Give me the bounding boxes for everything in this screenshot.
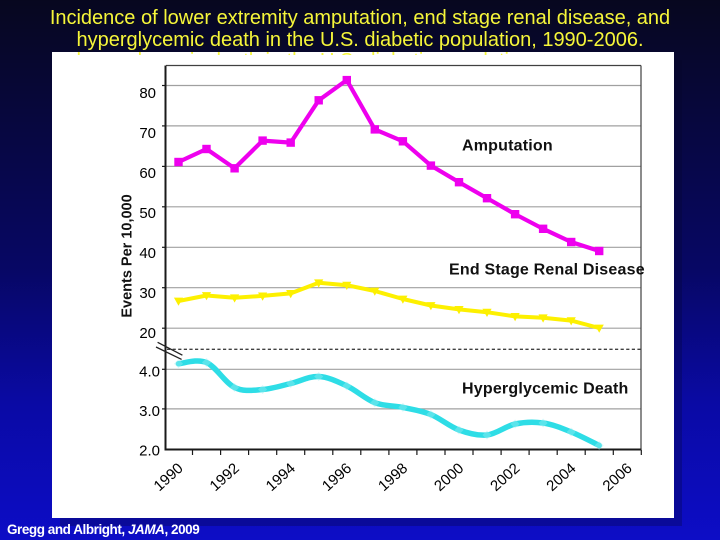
svg-text:70: 70 bbox=[139, 125, 156, 142]
svg-text:Hyperglycemic Death: Hyperglycemic Death bbox=[462, 381, 629, 398]
svg-text:30: 30 bbox=[139, 285, 156, 302]
svg-text:End Stage Renal Disease: End Stage Renal Disease bbox=[449, 262, 645, 279]
svg-text:1994: 1994 bbox=[263, 460, 299, 495]
svg-text:60: 60 bbox=[139, 165, 156, 182]
svg-text:20: 20 bbox=[139, 325, 156, 342]
svg-text:1996: 1996 bbox=[319, 460, 355, 495]
svg-text:40: 40 bbox=[139, 245, 156, 262]
svg-text:4.0: 4.0 bbox=[139, 363, 160, 380]
svg-text:2.0: 2.0 bbox=[139, 442, 160, 459]
svg-text:1990: 1990 bbox=[150, 460, 186, 495]
svg-text:Events Per 10,000: Events Per 10,000 bbox=[120, 194, 136, 317]
svg-text:50: 50 bbox=[139, 205, 156, 222]
svg-text:1998: 1998 bbox=[375, 460, 411, 495]
svg-text:3.0: 3.0 bbox=[139, 403, 160, 420]
svg-text:2004: 2004 bbox=[543, 460, 579, 495]
svg-text:80: 80 bbox=[139, 85, 156, 102]
svg-text:2000: 2000 bbox=[431, 460, 467, 495]
svg-text:2006: 2006 bbox=[599, 460, 635, 495]
svg-text:Amputation: Amputation bbox=[462, 138, 553, 155]
svg-text:1992: 1992 bbox=[207, 460, 243, 495]
svg-text:2002: 2002 bbox=[487, 460, 523, 495]
